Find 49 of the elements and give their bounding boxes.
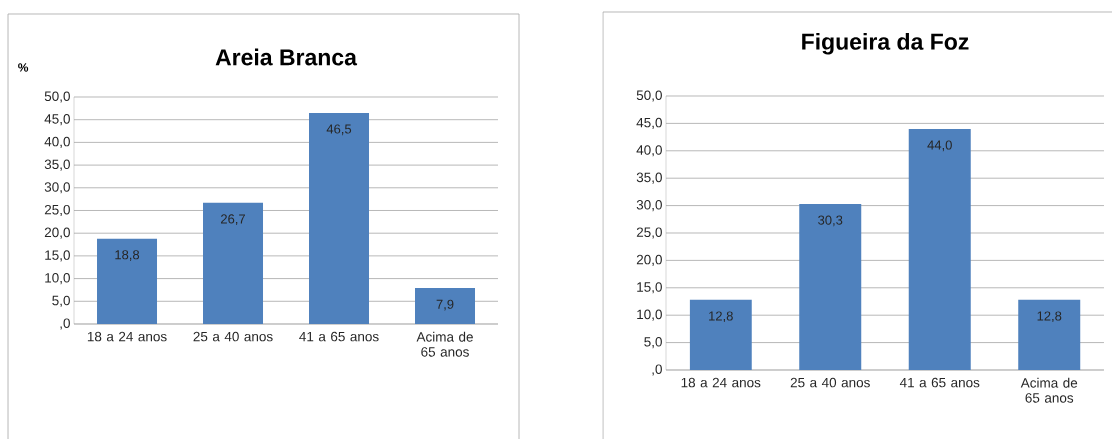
bar [1018,299,1081,370]
y-tick-label: 15,0 [45,250,70,262]
data-label: 30,3 [818,215,843,227]
x-tick-label: Acima de 65 anos [416,331,473,357]
x-tick-label: 25 a 40 anos [790,377,870,388]
y-tick-label: 35,0 [636,172,662,184]
y-tick-label: 45,0 [636,117,662,129]
chart-title: Areia Branca [215,48,358,66]
chart-title: Figueira da Foz [802,32,969,55]
bar [97,238,158,324]
y-tick-label: 30,0 [44,182,70,194]
bar [203,202,264,324]
y-tick-label: 20,0 [636,254,662,266]
y-tick-label: 30,0 [636,200,662,212]
data-label: 18,8 [115,250,140,261]
y-tick-label: 50,0 [636,90,662,102]
data-label: 46,5 [326,124,352,136]
x-tick-label: 41 a 65 anos [299,331,379,342]
x-tick-label: 41 a 65 anos [899,377,980,388]
data-label: 26,7 [221,214,245,226]
y-axis-title: % [18,63,29,72]
data-label: 7,9 [436,299,454,311]
bar [309,112,370,324]
y-tick-label: 10,0 [637,309,662,321]
x-tick-label: 18 a 24 anos [87,331,167,342]
x-tick-label: 18 a 24 anos [681,377,761,388]
bar [415,288,476,324]
bar [799,203,862,370]
y-tick-label: 10,0 [45,273,70,285]
data-label: 44,0 [927,140,952,152]
y-tick-label: 40,0 [636,145,662,157]
y-tick-label: 45,0 [44,114,70,126]
data-label: 12,8 [1037,311,1062,323]
data-label: 12,8 [709,311,733,323]
x-tick-label: 25 a 40 anos [193,331,273,342]
y-tick-label: ,0 [60,318,70,330]
y-tick-label: 50,0 [44,91,70,103]
y-tick-label: 35,0 [44,159,70,171]
y-tick-label: 20,0 [44,227,70,239]
y-tick-label: 40,0 [44,136,70,148]
y-tick-label: 25,0 [636,227,662,239]
y-tick-label: ,0 [652,364,662,376]
bar [908,128,971,370]
y-tick-label: 5,0 [52,295,70,307]
x-tick-label: Acima de 65 anos [1020,377,1078,403]
y-tick-label: 25,0 [44,204,70,217]
y-tick-label: 5,0 [644,337,662,349]
y-tick-label: 15,0 [637,282,662,294]
bar [689,299,752,370]
